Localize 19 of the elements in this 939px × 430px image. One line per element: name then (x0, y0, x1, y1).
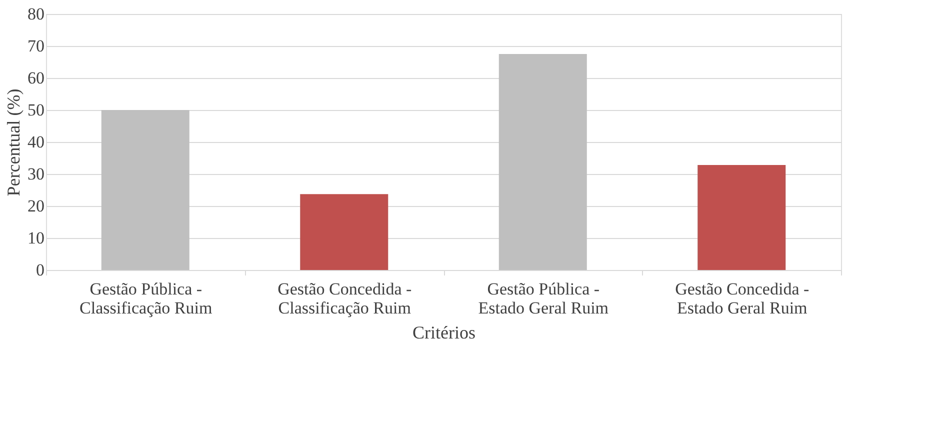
x-tick-label: Gestão Pública - Estado Geral Ruim (478, 280, 609, 318)
bar (698, 165, 786, 270)
bar (498, 54, 587, 270)
y-tick-label: 50 (28, 100, 44, 120)
x-tick-label: Gestão Concedida - Estado Geral Ruim (675, 280, 810, 318)
y-tick-label: 60 (28, 68, 44, 88)
y-tick-label: 0 (36, 260, 44, 280)
bar (300, 194, 388, 270)
y-tick-label: 20 (28, 196, 44, 216)
y-tick-label: 40 (28, 132, 44, 152)
x-tick-label: Gestão Concedida - Classificação Ruim (278, 280, 412, 318)
y-axis-title: Percentual (%) (4, 88, 24, 196)
y-tick-label: 10 (28, 228, 44, 248)
x-axis-title: Critérios (412, 322, 476, 342)
y-tick-label: 70 (28, 36, 44, 56)
bar (101, 110, 190, 270)
y-tick-label: 30 (28, 164, 44, 184)
x-tick-label: Gestão Pública - Classificação Ruim (80, 280, 212, 318)
y-tick-label: 80 (28, 4, 44, 24)
